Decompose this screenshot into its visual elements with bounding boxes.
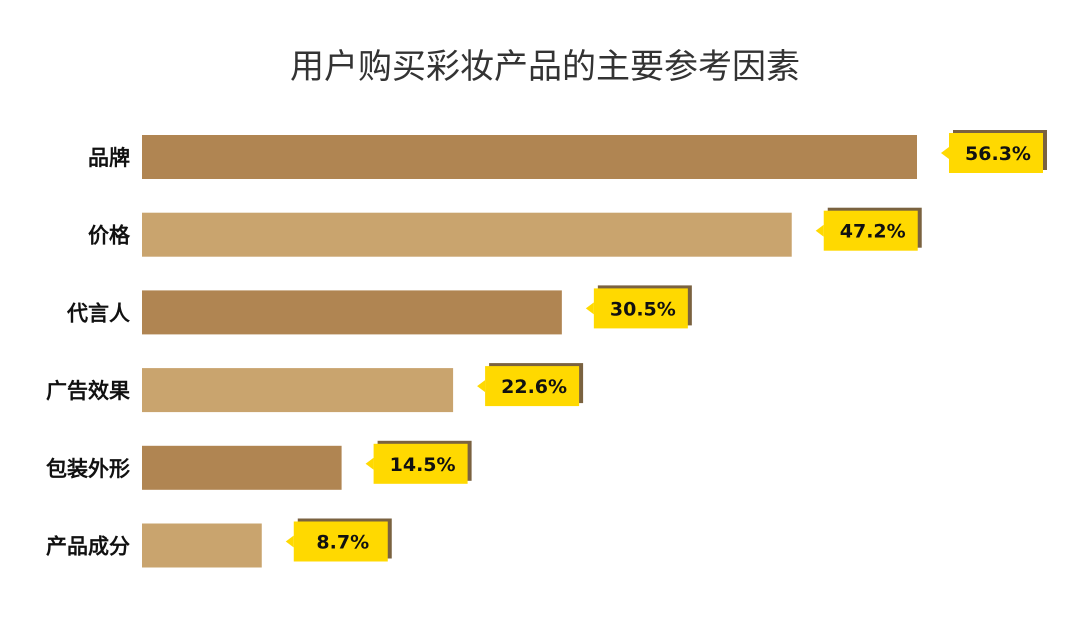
category-label: 价格 (88, 224, 131, 248)
bar (142, 290, 562, 335)
bar (142, 135, 917, 179)
category-label: 广告效果 (46, 379, 130, 403)
category-label: 产品成分 (46, 535, 130, 559)
category-label: 包装外形 (46, 457, 130, 481)
bar (142, 212, 792, 257)
value-callout (485, 366, 580, 407)
value-callout (823, 210, 918, 251)
value-label: 22.6% (501, 376, 567, 398)
bar (142, 445, 342, 490)
value-callout-pointer (815, 224, 824, 237)
value-label: 47.2% (840, 221, 906, 243)
bar (142, 523, 262, 568)
value-callout (293, 521, 388, 562)
value-callout-pointer (941, 147, 949, 159)
value-label: 56.3% (965, 143, 1031, 165)
value-callout-pointer (285, 535, 294, 548)
value-callout (593, 288, 688, 329)
category-label: 品牌 (88, 146, 130, 170)
value-callout-pointer (585, 302, 594, 315)
bars-group: 品牌 56.3% 价格 47.2% 代言人 30.5% 广告效果 22.6% 包装外形 14.5%… (46, 130, 1047, 568)
value-callout (373, 443, 468, 484)
value-callout (949, 133, 1043, 173)
bar (142, 368, 454, 413)
chart-title: 用户购买彩妆产品的主要参考因素 (290, 47, 800, 87)
value-label: 8.7% (316, 532, 369, 554)
category-label: 代言人 (66, 301, 130, 325)
value-callout-pointer (477, 380, 486, 393)
value-callout-pointer (365, 457, 374, 470)
value-label: 14.5% (390, 454, 456, 476)
value-label: 30.5% (610, 298, 676, 320)
